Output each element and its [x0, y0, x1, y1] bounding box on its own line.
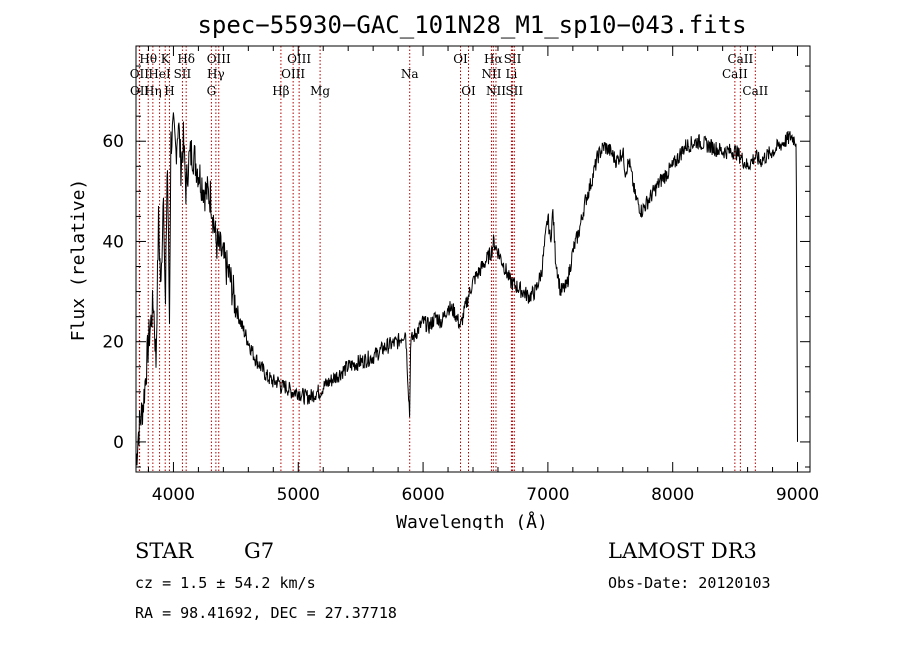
spectral-line-label: Hβ — [272, 84, 289, 98]
spectral-line-label: Hη — [144, 84, 162, 98]
spectral-line-label: CaII — [727, 52, 753, 66]
spectral-line-label: SII — [504, 52, 522, 66]
spectral-line-label: SII — [505, 84, 523, 98]
spectral-line-label: OI — [461, 84, 476, 98]
chart-title: spec−55930−GAC_101N28_M1_sp10−043.fits — [197, 11, 746, 39]
x-axis-label: Wavelength (Å) — [396, 511, 548, 530]
y-tick-label: 60 — [102, 132, 124, 152]
plot-frame — [135, 45, 811, 473]
spectral-line-label: K — [161, 52, 171, 66]
spectrum-chart: spec−55930−GAC_101N28_M1_sp10−043.fits H… — [68, 11, 819, 530]
spectral-line-label: Li — [506, 67, 518, 81]
x-tick-label: 4000 — [152, 485, 195, 505]
x-tick-label: 6000 — [401, 485, 444, 505]
x-tick-label: 7000 — [526, 485, 569, 505]
spectral-line-label: Hγ — [207, 67, 225, 81]
survey-label: LAMOST DR3 — [608, 539, 757, 563]
spectral-line-label: Hα — [484, 52, 503, 66]
spectral-line-label: OIII — [281, 67, 305, 81]
object-class: STAR — [135, 539, 194, 563]
spectral-line-label: NII — [481, 67, 501, 81]
x-tick-label: 8000 — [651, 485, 694, 505]
object-subclass: G7 — [244, 539, 275, 563]
series-layer — [135, 112, 798, 466]
spectral-line-label: Mg — [310, 84, 330, 98]
redshift-cz: cz = 1.5 ± 54.2 km/s — [135, 574, 316, 592]
coordinates: RA = 98.41692, DEC = 27.37718 — [135, 604, 397, 622]
x-tick-label: 9000 — [776, 485, 819, 505]
spectral-line-label: CaII — [722, 67, 748, 81]
spectral-line-label: OIII — [207, 52, 231, 66]
x-tick-label: 5000 — [277, 485, 320, 505]
y-axis-label: Flux (relative) — [68, 179, 89, 342]
spectral-line-label: OIII — [287, 52, 311, 66]
spectral-line-label: G — [207, 84, 217, 98]
spectral-line-label: NII — [486, 84, 506, 98]
spectral-line-label: CaII — [742, 84, 768, 98]
spectral-line-label: HeI — [148, 67, 171, 81]
spectral-line-label: SII — [174, 67, 192, 81]
spectral-line-label: Hδ — [177, 52, 195, 66]
flux-series-line — [135, 112, 798, 466]
spectral-line-label: H — [164, 84, 174, 98]
axes-layer: 4000 5000 6000 7000 8000 9000 0 20 40 60 — [102, 46, 819, 505]
spectral-line-label: Hθ — [139, 52, 157, 66]
y-tick-label: 20 — [102, 333, 124, 353]
obs-date: Obs-Date: 20120103 — [608, 574, 771, 592]
y-tick-label: 40 — [102, 232, 124, 252]
y-tick-label: 0 — [113, 433, 124, 453]
spectral-line-label: Na — [401, 67, 419, 81]
spectral-line-label: OI — [453, 52, 468, 66]
